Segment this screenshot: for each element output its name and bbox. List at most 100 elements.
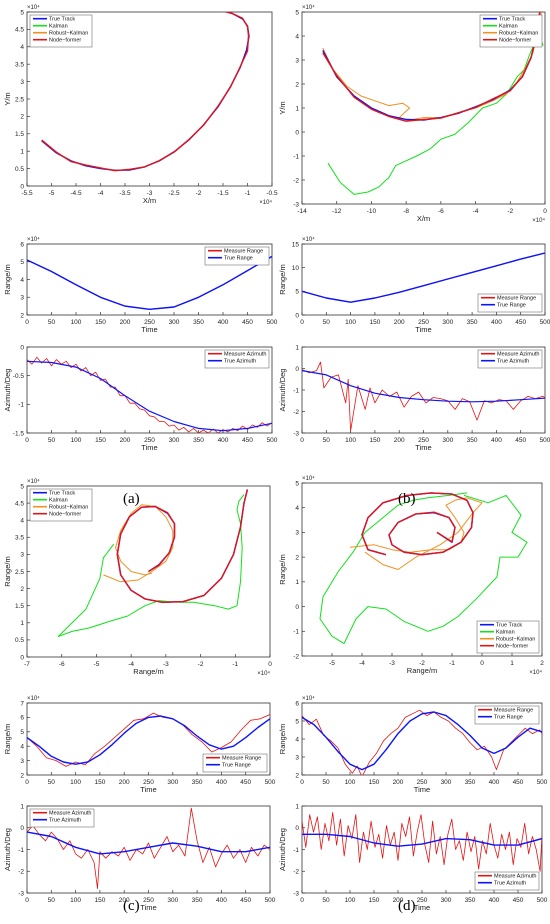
a_range-x-tick-label: 0 — [25, 319, 29, 326]
d_range-x-tick-label: 100 — [345, 779, 356, 786]
a_track-x-tick-label: -5.5 — [21, 190, 33, 197]
d_range-x-tick-label: 350 — [465, 779, 476, 786]
d_track-x-tick-label: -5 — [329, 660, 335, 667]
a_azimuth-x-tick-label: 500 — [267, 437, 278, 444]
a_track-x-tick-label: -3 — [147, 190, 153, 197]
c_track-legend-label: Node−former — [49, 512, 81, 518]
c_track-chart: -7 -6 -5 -4 -3 -2 -1 000.511.522.533.544.55×10⁴… — [3, 478, 272, 677]
c_track-x-tick-label: -7 — [24, 661, 30, 668]
a_range-y-tick-label: 6 — [20, 241, 24, 248]
c_range-y-tick-label: 6 — [20, 715, 24, 722]
d_track-y-tick-label: 1 — [295, 579, 299, 586]
c_range-x-tick-label: 200 — [119, 779, 130, 786]
a_azimuth-x-tick-label: 300 — [169, 437, 180, 444]
b_track-legend-box — [479, 14, 543, 48]
c_azimuth-y-tick-label: 0 — [20, 825, 24, 832]
a_range-y-tick-label: 4 — [20, 277, 24, 284]
b_azimuth-y-tick-label: -2 — [293, 409, 299, 416]
b_range-y-tick-label: 10 — [292, 265, 300, 272]
b_track-y-tick-label: 3 — [295, 57, 299, 64]
a_track-x-tick-label: -5 — [49, 190, 55, 197]
c_track-y-tick-label: 1.5 — [15, 603, 24, 610]
a_range-y-axis-label: Range/m — [3, 264, 12, 294]
b_range-series-1 — [302, 252, 545, 303]
b_azimuth-legend-label: True Azimuth — [497, 359, 529, 365]
a_track-legend-box — [29, 14, 93, 48]
d_range-x-tick-label: 0 — [300, 779, 304, 786]
a_range-x-tick-label: 100 — [71, 319, 82, 326]
c_azimuth-y-tick-label: -2 — [18, 869, 24, 876]
b_track-x-axis-label: X/m — [417, 214, 430, 223]
a_track-series-1 — [41, 12, 250, 172]
b_azimuth-x-tick-label: 350 — [467, 437, 478, 444]
d_track-x-tick-label: -2 — [419, 660, 425, 667]
c_azimuth-x-axis-label: Time — [140, 903, 156, 912]
b_track-legend-label: Robust−Kalman — [499, 31, 538, 37]
d_track-y-tick-label: 4 — [295, 505, 299, 512]
b_azimuth-y-tick-label: 1 — [295, 344, 299, 351]
a_track-y-tick-label: 0.5 — [15, 166, 24, 173]
d_track-x-tick-label: -1 — [449, 660, 455, 667]
b_track-y-tick-label: 2 — [295, 81, 299, 88]
c_range-y-tick-label: 2 — [20, 772, 24, 779]
c_track-y-tick-label: 3.5 — [15, 535, 24, 542]
b_track-x-tick-label: -6 — [438, 208, 444, 215]
d_azimuth-y-tick-label: 0 — [295, 825, 299, 832]
d_range-x-tick-label: 300 — [441, 779, 452, 786]
b_range-x-tick-label: 50 — [323, 319, 331, 326]
c_azimuth-y-axis-label: Azimuth/Deg — [3, 828, 12, 871]
a_azimuth-y-tick-label: -0.5 — [13, 373, 25, 380]
c_azimuth-x-tick-label: 350 — [192, 897, 203, 904]
d_track-series-0 — [319, 492, 528, 645]
b_track-legend-label: True Track — [499, 17, 525, 23]
b_track-series-0 — [327, 37, 544, 195]
b_track-x-tick-label: -2 — [507, 208, 513, 215]
a_azimuth-chart: 0 50 100 150 200 250 300 350 400 450 500 -1.5 -1 -0.5… — [3, 344, 278, 452]
b_azimuth-y-tick-label: 0 — [295, 366, 299, 373]
b_range-x-tick-label: 350 — [467, 319, 478, 326]
b_azimuth-x-tick-label: 500 — [540, 437, 550, 444]
d_track-legend-box — [476, 620, 540, 654]
b_azimuth-chart: 0 50 100 150 200 250 300 350 400 450 500 -3 -2 -1 0 1 Ti… — [278, 344, 550, 452]
c_range-x-axis-label: Time — [140, 785, 156, 794]
c_track-series-3 — [116, 489, 249, 603]
b_azimuth-x-tick-label: 450 — [515, 437, 526, 444]
b_range-x-tick-label: 300 — [442, 319, 453, 326]
a_track-y-axis-label: Y/m — [3, 92, 12, 105]
c_track-legend-label: Robust−Kalman — [49, 505, 88, 511]
d_track-x-tick-label: -3 — [389, 660, 395, 667]
a_azimuth-legend-label: True Azimuth — [224, 359, 256, 365]
c_range-series-1 — [27, 715, 270, 765]
panel-label-d: (d) — [398, 898, 416, 914]
c_track-y-axis-label: Range/m — [3, 556, 12, 586]
d_azimuth-y-tick-label: -1 — [293, 847, 299, 854]
a_track-x-tick-label: -4 — [98, 190, 104, 197]
a_range-chart: 0 50 100 150 200 250 300 350 400 450 500 2 3 4 5 6×10⁴ T… — [3, 236, 278, 334]
c_track-x-tick-label: 0 — [268, 661, 272, 668]
d_azimuth-y-tick-label: -3 — [293, 890, 299, 897]
b_track-y-axis-label: Y/m — [278, 101, 287, 114]
c_azimuth-x-tick-label: 450 — [240, 897, 251, 904]
c_track-y-tick-label: 2 — [20, 586, 24, 593]
b_track-series-3 — [322, 12, 541, 122]
c_azimuth-legend-label: Measure Azimuth — [49, 811, 92, 817]
d_azimuth-x-tick-label: 200 — [393, 897, 404, 904]
a_range-x-tick-label: 300 — [169, 319, 180, 326]
d_range-x-tick-label: 450 — [513, 779, 524, 786]
b_track-y-tick-label: -1 — [293, 153, 299, 160]
c_azimuth-x-tick-label: 50 — [48, 897, 56, 904]
c_track-legend-box — [29, 488, 93, 522]
d_track-y-tick-label: -2 — [293, 653, 299, 660]
d_azimuth-x-tick-label: 100 — [345, 897, 356, 904]
a_azimuth-x-tick-label: 200 — [120, 437, 131, 444]
d_track-y-tick-label: 0 — [295, 604, 299, 611]
a_range-x-tick-label: 400 — [218, 319, 229, 326]
b_azimuth-x-tick-label: 300 — [442, 437, 453, 444]
b_track-x-tick-label: -4 — [473, 208, 479, 215]
d_azimuth-x-tick-label: 0 — [300, 897, 304, 904]
d_range-y-tick-label: 5 — [295, 718, 299, 725]
